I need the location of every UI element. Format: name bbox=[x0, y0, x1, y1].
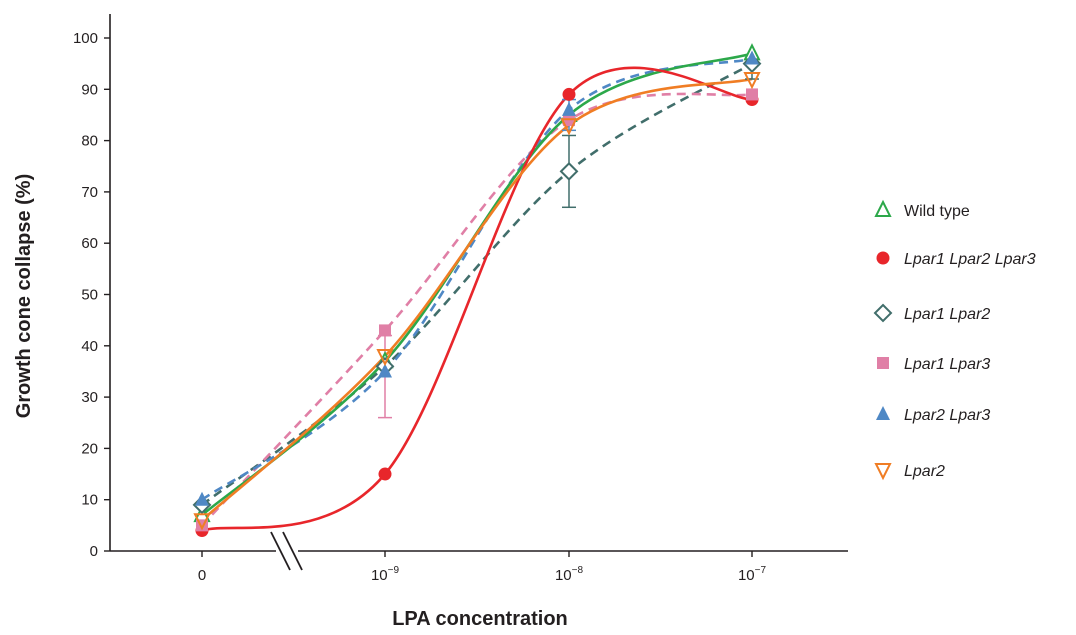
legend-marker bbox=[876, 251, 890, 265]
data-point bbox=[379, 324, 391, 337]
x-tick-label: 0 bbox=[198, 567, 206, 584]
data-point bbox=[745, 50, 759, 65]
x-axis: 0 10−9 10−8 10−7 bbox=[110, 531, 848, 584]
x-tick-label: 10−7 bbox=[738, 565, 767, 584]
x-tick-label-base: 10 bbox=[738, 567, 755, 584]
y-tick-label: 80 bbox=[81, 133, 98, 150]
x-tick-label-base: 10 bbox=[555, 567, 572, 584]
axis-break bbox=[270, 531, 303, 571]
series-line bbox=[201, 92, 753, 527]
y-axis-title: Growth cone collapse (%) bbox=[13, 174, 35, 418]
y-tick-label: 0 bbox=[90, 543, 98, 560]
markers-layer bbox=[192, 43, 762, 537]
legend-marker bbox=[874, 199, 892, 217]
data-point bbox=[559, 161, 579, 181]
x-tick-label-exponent: −8 bbox=[572, 565, 584, 576]
y-tick-label: 60 bbox=[81, 235, 98, 252]
legend-label: Lpar1 Lpar2 bbox=[904, 306, 990, 323]
y-tick-label: 40 bbox=[81, 338, 98, 355]
legend-label: Lpar1 Lpar2 Lpar3 bbox=[904, 251, 1036, 268]
legend-label: Lpar2 Lpar3 bbox=[904, 407, 990, 424]
legend: Wild type Lpar1 Lpar2 Lpar3 Lpar1 Lpar2 Lpa… bbox=[873, 199, 1036, 481]
data-point bbox=[376, 349, 394, 367]
data-point bbox=[562, 87, 576, 101]
data-point bbox=[560, 118, 578, 136]
series-line bbox=[201, 52, 753, 517]
x-tick-label-exponent: −9 bbox=[388, 565, 400, 576]
series-line bbox=[201, 66, 753, 532]
y-tick-label: 50 bbox=[81, 287, 98, 304]
y-tick-label: 70 bbox=[81, 184, 98, 201]
data-point bbox=[195, 491, 209, 506]
x-tick-label-base: 10 bbox=[371, 567, 388, 584]
x-tick-label-base: 0 bbox=[198, 567, 206, 584]
data-point bbox=[743, 72, 761, 90]
x-axis-title: LPA concentration bbox=[392, 608, 568, 630]
legend-label: Lpar2 bbox=[904, 463, 945, 480]
y-tick-label: 20 bbox=[81, 440, 98, 457]
legend-marker bbox=[873, 303, 893, 323]
x-tick-label: 10−8 bbox=[555, 565, 584, 584]
legend-marker bbox=[876, 406, 890, 420]
series-line bbox=[201, 62, 753, 506]
data-point bbox=[562, 101, 576, 116]
legend-marker bbox=[877, 357, 889, 369]
legend-label: Wild type bbox=[904, 203, 970, 220]
y-tick-label: 100 bbox=[73, 30, 98, 47]
data-point bbox=[746, 88, 758, 101]
y-tick-label: 10 bbox=[81, 492, 98, 509]
data-point bbox=[378, 363, 392, 378]
x-tick-label: 10−9 bbox=[371, 565, 400, 584]
curves-layer bbox=[201, 52, 753, 532]
legend-label: Lpar1 Lpar3 bbox=[904, 356, 990, 373]
y-tick-label: 90 bbox=[81, 81, 98, 98]
legend-marker bbox=[874, 463, 892, 481]
series-line bbox=[201, 77, 753, 522]
y-axis: 0 10 20 30 40 50 60 70 80 90 100 bbox=[73, 14, 111, 560]
y-tick-label: 30 bbox=[81, 389, 98, 406]
data-point bbox=[193, 513, 211, 531]
x-tick-label-exponent: −7 bbox=[755, 565, 767, 576]
data-point bbox=[378, 467, 392, 481]
